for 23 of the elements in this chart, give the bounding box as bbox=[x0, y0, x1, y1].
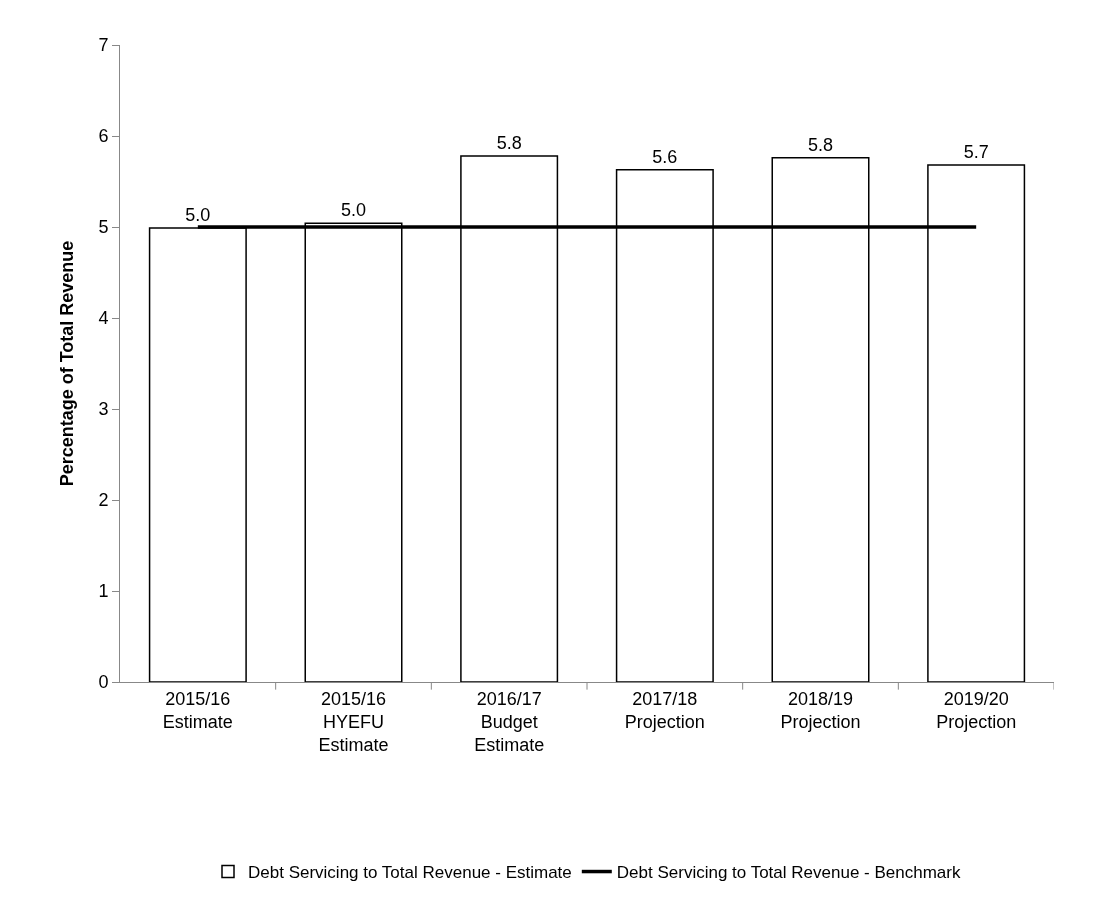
data-label: 5.7 bbox=[963, 142, 989, 163]
y-tick-label: 1 bbox=[98, 581, 109, 602]
y-tick-label: 0 bbox=[98, 672, 109, 693]
y-tick-label: 4 bbox=[98, 308, 109, 329]
x-tick-label: 2017/18 Projection bbox=[624, 688, 705, 732]
y-tick-label: 7 bbox=[98, 35, 109, 56]
x-tick-label: 2016/17 Budget Estimate bbox=[474, 688, 545, 756]
x-tick-label: 2019/20 Projection bbox=[936, 688, 1017, 732]
data-label: 5.0 bbox=[340, 200, 367, 221]
y-tick-label: 2 bbox=[98, 490, 109, 511]
legend-label: Debt Servicing to Total Revenue - Estimate bbox=[248, 863, 572, 883]
data-label: 5.8 bbox=[807, 134, 834, 155]
data-label: 5.8 bbox=[496, 133, 522, 154]
y-axis-title: Percentage of Total Revenue bbox=[56, 240, 77, 487]
x-tick-label: 2018/19 Projection bbox=[780, 688, 861, 732]
y-tick-label: 5 bbox=[98, 217, 109, 238]
legend-label: Debt Servicing to Total Revenue - Benchmark bbox=[616, 863, 961, 883]
data-label: 5.0 bbox=[185, 204, 211, 225]
y-tick-label: 6 bbox=[98, 126, 109, 147]
data-label: 5.6 bbox=[652, 146, 678, 167]
x-tick-label: 2015/16 Estimate bbox=[162, 688, 233, 732]
y-tick-label: 3 bbox=[98, 399, 109, 420]
x-tick-label: 2015/16 HYEFU Estimate bbox=[318, 688, 389, 756]
